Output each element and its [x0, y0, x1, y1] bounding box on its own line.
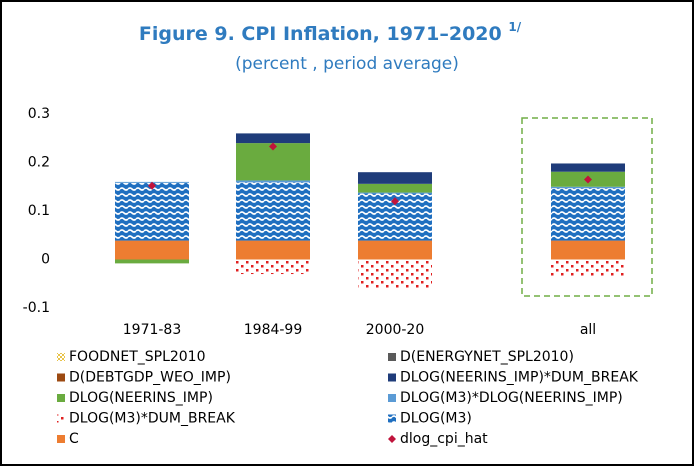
y-tick-label: 0	[41, 252, 50, 268]
y-tick-label: 0.3	[28, 106, 50, 122]
legend-swatch	[57, 373, 65, 382]
highlight-box	[521, 117, 653, 297]
bar-segment	[115, 182, 189, 241]
bar-segment	[358, 183, 432, 193]
legend-swatch	[388, 414, 396, 423]
bar-segment	[551, 188, 625, 241]
bar-segment	[358, 259, 432, 289]
legend-label: DLOG(NEERINS_IMP)*DUM_BREAK	[400, 370, 639, 386]
title-text: Figure 9. CPI Inflation, 1971–2020	[139, 23, 502, 45]
legend-label: DLOG(NEERINS_IMP)	[69, 390, 213, 406]
bar-segment	[236, 182, 310, 241]
legend-swatch	[388, 373, 396, 382]
legend-swatch	[57, 353, 65, 361]
marker	[148, 181, 156, 190]
marker	[391, 197, 399, 206]
legend-swatch	[57, 394, 65, 402]
y-tick-label: 0.2	[28, 155, 50, 171]
marker	[269, 142, 277, 151]
bar-segment	[551, 186, 625, 189]
bar-segment	[236, 180, 310, 183]
y-tick-label: 0.1	[28, 203, 50, 219]
legend-swatch	[57, 435, 65, 443]
x-tick-label: 1971-83	[123, 322, 182, 338]
legend-label: DLOG(M3)*DLOG(NEERINS_IMP)	[400, 390, 623, 406]
bar-segment	[358, 172, 432, 184]
bar-segment	[358, 240, 432, 260]
chart-subtitle: (percent , period average)	[235, 54, 459, 74]
bar-segment	[551, 163, 625, 172]
title-note: 1/	[508, 20, 521, 34]
legend-label: dlog_cpi_hat	[400, 431, 488, 447]
legend-label: D(DEBTGDP_WEO_IMP)	[69, 370, 231, 386]
legend-swatch	[388, 435, 396, 443]
marker	[584, 175, 592, 184]
legend-swatch	[388, 353, 396, 361]
legend-label: D(ENERGYNET_SPL2010)	[400, 349, 574, 365]
bar-segment	[236, 259, 310, 275]
bar-segment	[551, 240, 625, 260]
bar-segment	[115, 259, 189, 264]
bar-segment	[551, 259, 625, 277]
legend-label: FOODNET_SPL2010	[69, 349, 206, 365]
x-tick-label: all	[580, 322, 596, 338]
bar-segment	[236, 240, 310, 260]
bar-segment	[358, 192, 432, 194]
bar-segment	[236, 133, 310, 144]
legend-label: DLOG(M3)*DUM_BREAK	[69, 411, 236, 427]
x-tick-label: 2000-20	[366, 322, 425, 338]
x-tick-label: 1984-99	[244, 322, 303, 338]
chart-title: Figure 9. CPI Inflation, 1971–2020 1/	[139, 20, 522, 45]
bar-segment	[115, 240, 189, 260]
y-tick-label: -0.1	[23, 300, 50, 316]
legend-label: C	[69, 431, 79, 447]
legend-label: DLOG(M3)	[400, 411, 472, 427]
legend-swatch	[57, 414, 65, 423]
legend-swatch	[388, 394, 396, 402]
